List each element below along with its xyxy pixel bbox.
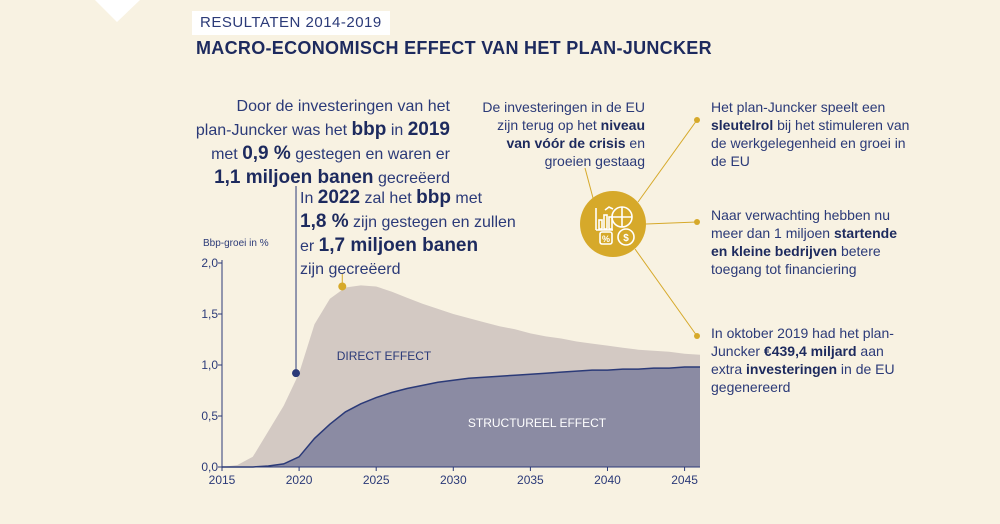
- x-tick-label: 2025: [363, 473, 390, 487]
- investment-generated-text: In oktober 2019 had het plan-Juncker €43…: [711, 325, 895, 395]
- structural-effect-label: STRUCTUREEL EFFECT: [468, 416, 607, 430]
- y-tick-label: 1,0: [201, 358, 218, 372]
- chart-axes: [218, 260, 700, 471]
- key-role-text: Het plan-Juncker speelt een sleutelrol b…: [711, 99, 910, 169]
- x-tick-label: 2020: [286, 473, 313, 487]
- x-tick-label: 2035: [517, 473, 544, 487]
- y-tick-label: 2,0: [201, 256, 218, 270]
- connector-dot: [694, 219, 700, 225]
- svg-text:$: $: [623, 233, 629, 244]
- x-tick-label: 2015: [209, 473, 236, 487]
- callout-connectors: [295, 119, 698, 374]
- sme-financing-text: Naar verwachting hebben nu meer dan 1 mi…: [711, 207, 897, 277]
- svg-text:%: %: [602, 234, 610, 244]
- crisis-level-text: De investeringen in de EU zijn terug op …: [482, 99, 645, 169]
- chart-money-icon: % $: [580, 191, 646, 257]
- x-tick-label: 2030: [440, 473, 467, 487]
- connector-invest: [634, 248, 698, 337]
- result-2019-text: Door de investeringen van het plan-Junck…: [195, 98, 450, 188]
- structural-effect-area: [222, 367, 700, 467]
- connector-dot: [694, 117, 700, 123]
- y-tick-label: 0,5: [201, 409, 218, 423]
- x-tick-label: 2040: [594, 473, 621, 487]
- y-tick-label: 1,5: [201, 307, 218, 321]
- y-axis-label: Bbp-groei in %: [203, 238, 269, 249]
- connector-dot: [694, 333, 700, 339]
- page-title: MACRO-ECONOMISCH EFFECT VAN HET PLAN-JUN…: [196, 38, 712, 58]
- connector-key: [637, 119, 698, 203]
- marker-2022-point: [338, 282, 347, 291]
- marker-2019-point: [292, 369, 301, 378]
- corner-chevron: [95, 0, 140, 22]
- direct-effect-label: DIRECT EFFECT: [337, 349, 432, 363]
- y-tick-label: 0,0: [201, 460, 218, 474]
- forecast-2022-text: In 2022 zal het bbp met 1,8 % zijn geste…: [300, 187, 516, 278]
- connector-sme: [645, 221, 698, 225]
- x-tick-label: 2045: [671, 473, 698, 487]
- connector-crisis: [584, 167, 594, 199]
- kicker-label: RESULTATEN 2014-2019: [192, 11, 390, 35]
- structural-effect-line: [222, 366, 700, 468]
